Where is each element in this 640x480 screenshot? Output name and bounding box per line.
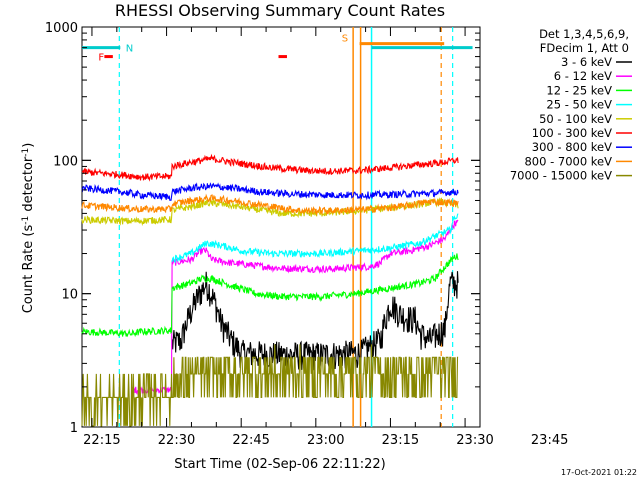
chart-title: RHESSI Observing Summary Count Rates bbox=[115, 1, 445, 20]
saa-flag-label: S bbox=[342, 34, 348, 45]
y-axis-label-sup2: -1 bbox=[21, 148, 31, 157]
series-line-3 bbox=[171, 213, 459, 264]
y-tick-label-2: 100 bbox=[53, 154, 78, 169]
x-tick-label-6: 23:45 bbox=[531, 433, 568, 448]
x-tick-label-5: 23:30 bbox=[456, 433, 493, 448]
legend-label-6: 300 - 800 keV bbox=[532, 140, 612, 154]
y-axis-label-part3: ) bbox=[21, 143, 36, 148]
x-tick-label-4: 23:15 bbox=[382, 433, 419, 448]
y-axis-label: Count Rate (s-1 detector-1) bbox=[21, 143, 36, 314]
axes-layer: 1 10 100 1000 22:15 22:30 22:45 23:00 23:15 23:30… bbox=[45, 21, 568, 448]
x-axis-label: Start Time (02-Sep-06 22:11:22) bbox=[174, 457, 385, 472]
series-line-7 bbox=[81, 193, 459, 217]
legend-label-7: 800 - 7000 keV bbox=[524, 154, 612, 168]
plot-border bbox=[81, 26, 481, 428]
legend-label-3: 25 - 50 keV bbox=[546, 98, 612, 112]
x-tick-label-3: 23:00 bbox=[307, 433, 344, 448]
legend-label-2: 12 - 25 keV bbox=[546, 83, 612, 97]
y-axis-label-part1: Count Rate (s bbox=[21, 225, 36, 314]
legend-header-line-1: Det 1,3,4,5,6,9, bbox=[539, 27, 629, 41]
legend-label-4: 50 - 100 keV bbox=[539, 112, 612, 126]
y-axis-label-sup1: -1 bbox=[21, 216, 31, 225]
night-flag-label: N bbox=[126, 44, 133, 55]
legend-label-1: 6 - 12 keV bbox=[554, 69, 612, 83]
series-layer bbox=[81, 153, 459, 427]
series-line-6 bbox=[81, 182, 459, 201]
x-tick-label-1: 22:30 bbox=[158, 433, 195, 448]
legend-label-0: 3 - 6 keV bbox=[561, 55, 612, 69]
y-tick-label-1: 10 bbox=[61, 288, 78, 303]
y-tick-label-0: 1 bbox=[70, 421, 78, 436]
x-tick-label-2: 22:45 bbox=[232, 433, 269, 448]
flags-layer: N S F bbox=[82, 34, 473, 64]
footer-timestamp: 17-Oct-2021 01:22 bbox=[561, 468, 637, 477]
series-line-0 bbox=[171, 271, 459, 371]
y-axis-label-part2: detector bbox=[21, 156, 36, 216]
legend-label-5: 100 - 300 keV bbox=[532, 126, 612, 140]
series-line-2 bbox=[81, 253, 459, 338]
legend: Det 1,3,4,5,6,9, FDecim 1, Att 0 3 - 6 k… bbox=[510, 27, 632, 183]
series-line-5 bbox=[81, 153, 459, 182]
x-tick-label-0: 22:15 bbox=[83, 433, 120, 448]
y-tick-label-3: 1000 bbox=[45, 21, 78, 36]
series-line-1 bbox=[132, 219, 459, 395]
plot-frame bbox=[81, 26, 481, 428]
legend-header-line-2: FDecim 1, Att 0 bbox=[540, 41, 629, 55]
series-line-8 bbox=[81, 344, 459, 427]
flare-flag-label: F bbox=[98, 53, 104, 64]
legend-label-8: 7000 - 15000 keV bbox=[510, 169, 612, 183]
